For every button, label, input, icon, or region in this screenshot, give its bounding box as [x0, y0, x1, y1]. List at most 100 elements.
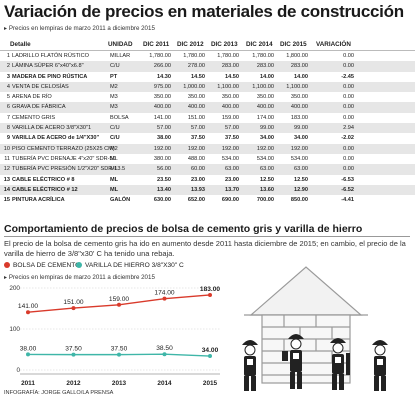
row-detalle: LADRILLO FLATÓN RÚSTICO	[12, 53, 89, 59]
row-value: 700.00	[256, 197, 274, 204]
y-tick-label: 0	[16, 367, 20, 374]
section-divider	[4, 236, 410, 237]
row-value: 534.00	[290, 155, 308, 162]
row-unidad: ML	[110, 186, 119, 193]
row-value: 12.50	[294, 176, 308, 183]
row-value: 1,100.00	[217, 83, 239, 90]
row-variacion: -2.45	[341, 73, 354, 80]
row-unidad: C/U	[110, 125, 120, 132]
x-tick-label: 2012	[66, 380, 81, 387]
row-value: 63.00	[294, 166, 308, 173]
row-value: 283.00	[290, 63, 308, 70]
row-number: 4	[6, 83, 10, 90]
x-tick-label: 2014	[157, 380, 172, 387]
row-number: 1	[6, 53, 10, 59]
row-value: 192.00	[187, 145, 205, 152]
table-header: Detalle UNIDAD DIC 2011 DIC 2012 DIC 201…	[0, 38, 415, 51]
row-detalle: PISO CEMENTO TERRAZO (25X25 CM)	[12, 145, 115, 152]
row-value: 266.00	[153, 63, 171, 70]
series-point	[71, 352, 76, 357]
row-value: 1,780.00	[149, 53, 171, 59]
header-dic-2014: DIC 2014	[246, 41, 273, 48]
series-point	[71, 306, 76, 311]
row-value: 99.00	[260, 125, 274, 132]
header-variacion: VARIACIÓN	[316, 41, 351, 48]
row-number: 7	[6, 114, 10, 121]
construction-illustration	[242, 266, 388, 391]
row-value: 400.00	[290, 104, 308, 111]
row-number: 5	[6, 94, 10, 101]
row-detalle: TUBERÍA PVC PRESIÓN 1/2"X20" SDR-13.5	[12, 166, 126, 173]
row-value: 1,800.00	[286, 53, 308, 59]
row-value: 488.00	[187, 155, 205, 162]
table-row: 7 CEMENTO GRIS BOLSA 141.00 151.00 159.00 174.…	[0, 113, 415, 123]
row-detalle: CEMENTO GRIS	[12, 114, 56, 121]
row-detalle: ARENA DE RÍO	[12, 94, 52, 101]
line-chart: 0 100 200 2011 2012 2013 2014 2015 141.00 151.00 1…	[9, 285, 220, 387]
row-unidad: GALÓN	[110, 197, 131, 204]
row-value: 13.40	[157, 186, 171, 193]
workers-icon	[242, 334, 388, 391]
row-value: 350.00	[153, 94, 171, 101]
header-detalle: Detalle	[10, 41, 31, 48]
table-row: 14 CABLE ELÉCTRICO # 12 ML 13.40 13.93 13.70 1…	[0, 184, 415, 196]
row-unidad: C/U	[110, 63, 120, 70]
row-variacion: 0.00	[343, 114, 354, 121]
row-number: 2	[6, 63, 10, 70]
row-value: 23.00	[191, 176, 205, 183]
row-unidad: MILLAR	[110, 53, 131, 59]
row-unidad: M3	[110, 104, 118, 111]
row-value: 350.00	[256, 94, 274, 101]
table-row: 4 VENTA DE CELOSÍAS M2 975.00 1,000.00 1,100.…	[0, 81, 415, 93]
row-value: 975.00	[153, 83, 171, 90]
row-value: 1,780.00	[252, 53, 274, 59]
row-number: 8	[6, 125, 10, 132]
series-point	[162, 296, 167, 301]
row-number: 9	[6, 135, 10, 142]
legend-rebar: VARILLA DE HIERRO 3/8"X30" C	[76, 262, 184, 269]
row-value: 380.00	[153, 155, 171, 162]
row-value: 63.00	[260, 166, 274, 173]
row-value: 1,780.00	[217, 53, 239, 59]
table-subtitle: ▸ Precios en lempiras de marzo 2011 a di…	[4, 25, 155, 32]
price-table: 1 LADRILLO FLATÓN RÚSTICO MILLAR 1,780.00 1,…	[0, 51, 415, 205]
data-label: 38.50	[156, 345, 173, 352]
y-tick-label: 200	[9, 285, 20, 292]
data-label: 174.00	[154, 290, 175, 297]
row-unidad: BOLSA	[110, 114, 129, 121]
row-value: 60.00	[191, 166, 205, 173]
row-value: 14.00	[260, 73, 274, 80]
row-variacion: -6.52	[341, 186, 354, 193]
data-label: 141.00	[18, 303, 39, 310]
row-value: 159.00	[221, 114, 239, 121]
row-value: 350.00	[187, 94, 205, 101]
row-number: 10	[3, 145, 10, 152]
row-value: 350.00	[221, 94, 239, 101]
chart-subtitle: ▸ Precios en lempiras de marzo 2011 a di…	[4, 274, 155, 281]
series-point	[117, 302, 121, 307]
row-value: 400.00	[256, 104, 274, 111]
row-unidad: M2	[110, 145, 118, 152]
legend-cement-marker	[4, 262, 10, 268]
row-detalle: TUBERÍA PVC DRENAJE 4"x20" SDR-50	[12, 155, 116, 162]
row-value: 12.90	[294, 186, 308, 193]
y-tick-label: 100	[9, 326, 20, 333]
row-value: 400.00	[221, 104, 239, 111]
table-row: 9 VARILLA DE ACERO de 1/4"X30" C/U 38.00 37.…	[0, 133, 415, 143]
row-unidad: ML	[110, 166, 118, 173]
row-variacion: -2.02	[341, 135, 354, 142]
row-value: 57.00	[157, 125, 171, 132]
row-value: 183.00	[290, 114, 308, 121]
row-value: 1,000.00	[183, 83, 205, 90]
row-variacion: 0.00	[343, 53, 354, 59]
row-value: 192.00	[221, 145, 239, 152]
section-title: Comportamiento de precios de bolsa de ce…	[4, 223, 363, 235]
row-value: 192.00	[153, 145, 171, 152]
row-value: 283.00	[256, 63, 274, 70]
row-number: 14	[3, 186, 10, 193]
row-unidad: ML	[110, 155, 118, 162]
row-value: 34.00	[260, 135, 274, 142]
table-row: 2 LÁMINA SÚPER 6"x40"x6.8" C/U 266.00 278.00…	[0, 61, 415, 72]
chart-subtitle-text: Precios en lempiras de marzo 2011 a dici…	[8, 274, 155, 281]
row-value: 192.00	[256, 145, 274, 152]
